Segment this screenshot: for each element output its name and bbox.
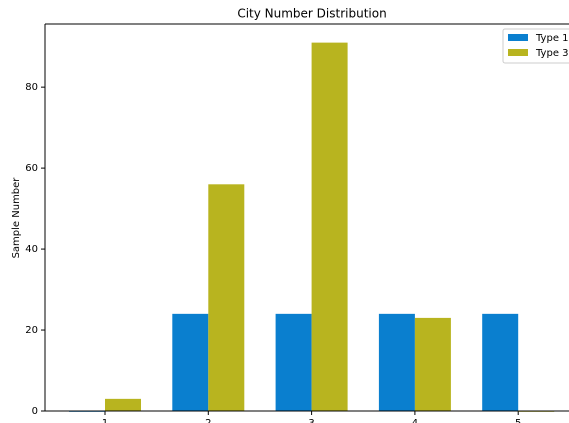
y-axis-label: Sample Number xyxy=(11,177,22,259)
bar xyxy=(208,184,245,411)
legend-swatch xyxy=(508,34,528,41)
x-tick-label: 1 xyxy=(102,418,108,423)
bar xyxy=(378,313,415,411)
x-tick-label: 5 xyxy=(515,418,521,423)
bar xyxy=(105,398,141,411)
legend: Type 1 Type 3 xyxy=(502,28,569,64)
bar xyxy=(311,42,348,411)
bar xyxy=(482,313,519,411)
bar xyxy=(414,317,451,411)
legend-swatch xyxy=(508,49,528,56)
bar xyxy=(172,313,209,411)
chart-title: City Number Distribution xyxy=(237,7,386,21)
legend-label: Type 3 xyxy=(535,48,569,59)
y-tick-label: 80 xyxy=(25,82,38,93)
x-tick-label: 4 xyxy=(412,418,418,423)
y-tick-label: 0 xyxy=(32,406,38,417)
y-tick-label: 60 xyxy=(25,163,38,174)
x-tick-label: 3 xyxy=(308,418,314,423)
bar xyxy=(275,313,312,411)
x-tick-label: 2 xyxy=(205,418,211,423)
y-tick-label: 20 xyxy=(25,325,38,336)
y-tick-label: 40 xyxy=(25,244,38,255)
legend-label: Type 1 xyxy=(535,33,569,44)
